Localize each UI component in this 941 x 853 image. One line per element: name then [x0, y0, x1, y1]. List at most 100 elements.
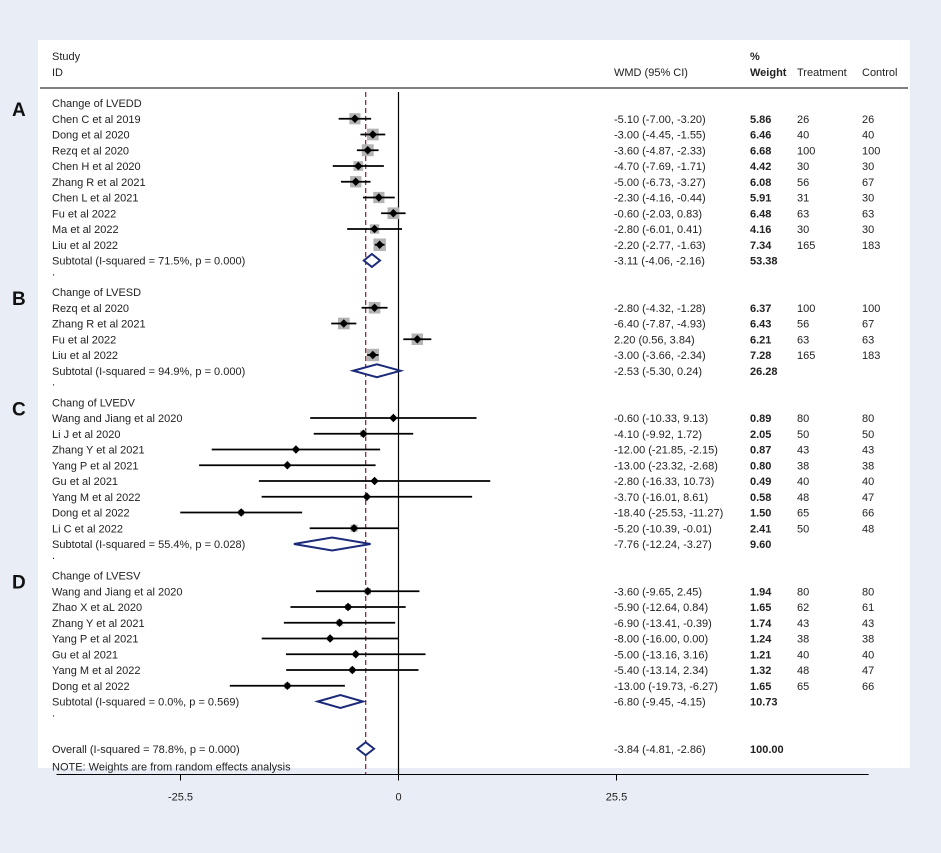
study-weight: 6.21	[750, 334, 771, 346]
subtotal-ci: -7.76 (-12.24, -3.27)	[614, 539, 712, 551]
study-control: 183	[862, 350, 880, 362]
study-weight: 2.41	[750, 523, 771, 535]
study-treatment: 63	[797, 334, 809, 346]
study-weight: 2.05	[750, 429, 771, 441]
study-weight: 6.46	[750, 130, 771, 142]
header-treatment: Treatment	[797, 67, 847, 79]
study-id: Rezq et al 2020	[52, 145, 129, 157]
study-weight: 4.16	[750, 224, 771, 236]
panel-label: B	[12, 289, 26, 310]
subtotal-label: Subtotal (I-squared = 0.0%, p = 0.569)	[52, 697, 239, 709]
study-treatment: 100	[797, 145, 815, 157]
header-weight: Weight	[750, 67, 787, 79]
study-id: Wang and Jiang et al 2020	[52, 413, 182, 425]
overall-label: Overall (I-squared = 78.8%, p = 0.000)	[52, 744, 240, 756]
study-weight: 0.87	[750, 445, 771, 457]
overall-weight: 100.00	[750, 744, 784, 756]
group-title: Change of LVESD	[52, 287, 141, 299]
point-estimate	[359, 429, 368, 438]
study-id: Chen C et al 2019	[52, 114, 141, 126]
study-ci: -3.00 (-3.66, -2.34)	[614, 350, 706, 362]
study-id: Chen L et al 2021	[52, 193, 138, 205]
study-weight: 1.24	[750, 634, 772, 646]
study-id: Dong et al 2020	[52, 130, 130, 142]
study-control: 183	[862, 240, 880, 252]
subtotal-label: Subtotal (I-squared = 71.5%, p = 0.000)	[52, 256, 245, 268]
study-weight: 7.28	[750, 350, 771, 362]
study-ci: -3.70 (-16.01, 8.61)	[614, 492, 708, 504]
study-treatment: 100	[797, 303, 815, 315]
study-weight: 6.08	[750, 177, 771, 189]
subtotal-ci: -6.80 (-9.45, -4.15)	[614, 697, 706, 709]
study-weight: 0.58	[750, 492, 771, 504]
study-control: 61	[862, 602, 874, 614]
study-control: 67	[862, 319, 874, 331]
study-treatment: 43	[797, 445, 809, 457]
study-treatment: 50	[797, 429, 809, 441]
study-treatment: 56	[797, 319, 809, 331]
overall-ci: -3.84 (-4.81, -2.86)	[614, 744, 706, 756]
study-ci: -5.10 (-7.00, -3.20)	[614, 114, 706, 126]
study-weight: 1.32	[750, 665, 771, 677]
study-treatment: 62	[797, 602, 809, 614]
study-control: 63	[862, 334, 874, 346]
study-id: Li J et al 2020	[52, 429, 121, 441]
subtotal-weight: 53.38	[750, 256, 778, 268]
subtotal-label: Subtotal (I-squared = 55.4%, p = 0.028)	[52, 539, 245, 551]
study-treatment: 26	[797, 114, 809, 126]
panel-label: D	[12, 573, 26, 594]
point-estimate	[351, 177, 360, 186]
study-treatment: 48	[797, 665, 809, 677]
point-estimate	[349, 524, 359, 533]
group-title: Change of LVEDD	[52, 98, 142, 110]
study-ci: -3.60 (-9.65, 2.45)	[614, 586, 702, 598]
point-estimate	[368, 350, 378, 360]
study-id: Wang and Jiang et al 2020	[52, 586, 182, 598]
point-estimate	[375, 240, 384, 249]
study-ci: -18.40 (-25.53, -11.27)	[614, 508, 723, 520]
study-treatment: 40	[797, 130, 809, 142]
study-control: 43	[862, 618, 874, 630]
study-ci: -5.40 (-13.14, 2.34)	[614, 665, 708, 677]
point-estimate	[283, 461, 292, 470]
point-estimate	[350, 114, 360, 123]
header-effect: WMD (95% CI)	[614, 67, 688, 79]
study-id: Fu et al 2022	[52, 334, 116, 346]
study-id: Zhang Y et al 2021	[52, 445, 145, 457]
point-estimate	[413, 335, 422, 344]
study-control: 48	[862, 523, 874, 535]
study-control: 50	[862, 429, 874, 441]
point-estimate	[291, 445, 301, 454]
point-estimate	[363, 146, 372, 155]
study-weight: 0.89	[750, 413, 771, 425]
study-ci: -4.10 (-9.92, 1.72)	[614, 429, 702, 441]
subtotal-diamond	[349, 363, 405, 379]
point-estimate	[354, 161, 363, 171]
study-ci: -12.00 (-21.85, -2.15)	[614, 445, 718, 457]
study-weight: 1.94	[750, 586, 772, 598]
study-weight: 6.68	[750, 145, 771, 157]
study-control: 67	[862, 177, 874, 189]
study-ci: -3.00 (-4.45, -1.55)	[614, 130, 706, 142]
study-id: Yang M et al 2022	[52, 665, 140, 677]
subtotal-label: Subtotal (I-squared = 94.9%, p = 0.000)	[52, 366, 245, 378]
study-ci: -6.90 (-13.41, -0.39)	[614, 618, 712, 630]
study-weight: 6.37	[750, 303, 771, 315]
point-estimate	[363, 587, 372, 596]
study-ci: -5.90 (-12.64, 0.84)	[614, 602, 708, 614]
point-estimate	[370, 476, 379, 486]
study-treatment: 50	[797, 523, 809, 535]
study-id: Zhao X et aL 2020	[52, 602, 142, 614]
study-treatment: 80	[797, 413, 809, 425]
study-weight: 1.21	[750, 649, 771, 661]
header-study: Study	[52, 51, 81, 63]
study-ci: -5.20 (-10.39, -0.01)	[614, 523, 712, 535]
study-ci: -2.30 (-4.16, -0.44)	[614, 193, 706, 205]
subtotal-diamond	[362, 252, 382, 269]
study-treatment: 165	[797, 350, 815, 362]
study-weight: 0.80	[750, 460, 771, 472]
study-weight: 4.42	[750, 161, 771, 173]
study-ci: -0.60 (-2.03, 0.83)	[614, 208, 702, 220]
point-estimate	[335, 618, 344, 627]
study-weight: 1.65	[750, 681, 771, 693]
